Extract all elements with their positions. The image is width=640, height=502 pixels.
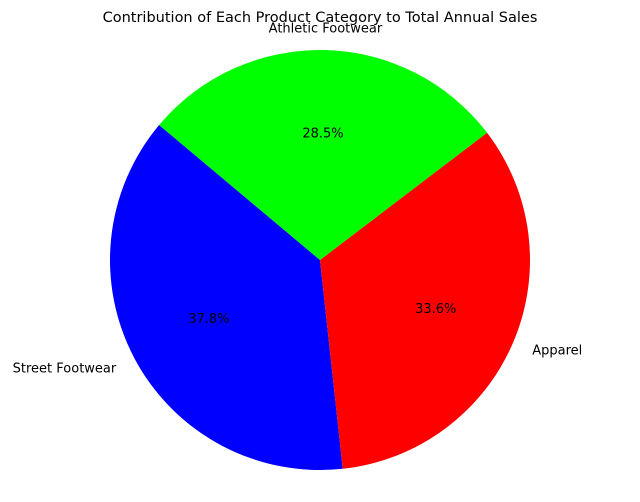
slice-percent-street-footwear: 37.8% xyxy=(188,312,229,327)
pie-slice-street-footwear xyxy=(109,125,343,471)
slice-percent-apparel: 33.6% xyxy=(415,302,456,317)
slice-label-apparel: Apparel xyxy=(532,344,582,359)
slice-label-street-footwear: Street Footwear xyxy=(13,361,117,376)
slice-percent-athletic-footwear: 28.5% xyxy=(302,127,343,142)
pie-labels: Street Footwear 37.8% Apparel 33.6% Athletic… xyxy=(13,22,583,377)
pie-slice-apparel xyxy=(320,132,530,469)
pie-slice-athletic-footwear xyxy=(159,50,488,260)
chart-title: Contribution of Each Product Category to… xyxy=(103,10,538,26)
slice-label-athletic-footwear: Athletic Footwear xyxy=(269,22,383,37)
pie-slices xyxy=(109,50,530,471)
